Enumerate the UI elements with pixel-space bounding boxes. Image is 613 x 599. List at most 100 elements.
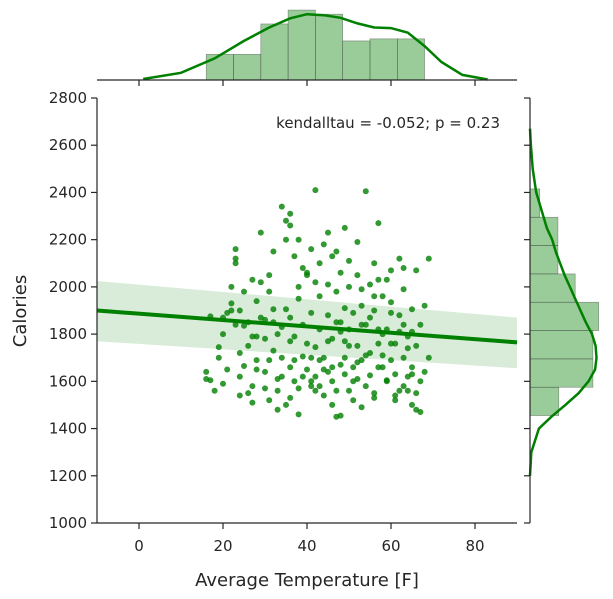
- scatter-point: [220, 380, 226, 387]
- kendalltau-annotation: kendalltau = -0.052; p = 0.23: [276, 114, 500, 132]
- scatter-point: [325, 281, 331, 288]
- x-axis-ticks: 0 20 40 60 80: [134, 523, 485, 555]
- scatter-point: [253, 333, 260, 340]
- x-marginal-kde: [142, 12, 488, 81]
- scatter-point: [295, 283, 302, 290]
- scatter-point: [346, 387, 352, 394]
- scatter-point: [388, 357, 394, 364]
- scatter-point: [341, 224, 348, 231]
- y-marginal-kde: [528, 128, 598, 476]
- scatter-point: [236, 392, 243, 399]
- scatter-point: [312, 373, 319, 380]
- x-marginal-bar: [260, 23, 289, 81]
- scatter-point: [291, 378, 298, 385]
- scatter-point: [262, 385, 268, 392]
- y-marginal-bar: [529, 386, 560, 416]
- x-tick-label: 40: [297, 537, 316, 555]
- scatter-point: [333, 248, 340, 255]
- scatter-point: [362, 188, 369, 195]
- scatter-point: [383, 276, 390, 283]
- scatter-point: [211, 387, 218, 394]
- scatter-point: [278, 354, 285, 361]
- scatter-point: [362, 383, 369, 390]
- scatter-point: [358, 404, 365, 411]
- y-tick-label: 1600: [49, 372, 87, 390]
- scatter-point: [421, 368, 428, 375]
- scatter-point: [245, 342, 252, 349]
- scatter-point: [400, 354, 407, 361]
- scatter-point: [392, 397, 399, 404]
- x-tick-label: 60: [381, 537, 400, 555]
- scatter-point: [257, 229, 264, 236]
- y-marginal-bar: [529, 245, 559, 275]
- scatter-point: [283, 236, 289, 243]
- scatter-point: [270, 306, 277, 313]
- scatter-point: [266, 288, 273, 295]
- scatter-point: [291, 253, 298, 260]
- scatter-point: [329, 401, 336, 408]
- scatter-point: [350, 364, 357, 371]
- scatter-point: [425, 354, 432, 361]
- x-tick-label: 0: [134, 537, 144, 555]
- scatter-point: [291, 333, 298, 340]
- scatter-point: [316, 357, 323, 364]
- scatter-point: [325, 312, 331, 319]
- scatter-point: [404, 345, 411, 352]
- scatter-point: [371, 307, 378, 314]
- y-tick-label: 1200: [49, 467, 87, 485]
- x-tick-label: 20: [213, 537, 232, 555]
- scatter-point: [308, 309, 315, 316]
- y-tick-label: 1800: [49, 325, 87, 343]
- scatter-point: [358, 286, 365, 293]
- scatter-point: [371, 293, 378, 300]
- scatter-point: [270, 248, 277, 255]
- scatter-point: [236, 307, 243, 314]
- scatter-point: [203, 368, 210, 375]
- y-tick-label: 2600: [49, 136, 87, 154]
- scatter-point: [409, 306, 415, 313]
- scatter-point: [278, 203, 285, 210]
- scatter-point: [375, 364, 382, 371]
- scatter-point: [257, 279, 264, 286]
- scatter-point: [266, 272, 273, 279]
- scatter-point: [337, 269, 344, 276]
- scatter-point: [266, 397, 273, 404]
- scatter-point: [392, 340, 399, 347]
- scatter-point: [367, 314, 373, 321]
- scatter-point: [287, 314, 294, 321]
- scatter-point: [388, 267, 394, 274]
- y-tick-label: 2000: [49, 278, 87, 296]
- scatter-point: [400, 383, 407, 390]
- scatter-point: [375, 340, 382, 347]
- scatter-point: [295, 385, 302, 392]
- scatter-point: [203, 376, 210, 382]
- scatter-point: [379, 364, 386, 371]
- scatter-point: [291, 357, 298, 364]
- scatter-point: [316, 293, 323, 300]
- scatter-point: [409, 364, 415, 371]
- scatter-point: [337, 412, 344, 419]
- scatter-point: [274, 331, 281, 338]
- y-tick-label: 2200: [49, 231, 87, 249]
- scatter-point: [417, 321, 424, 328]
- y-tick-label: 2800: [49, 89, 87, 107]
- scatter-point: [262, 335, 268, 342]
- scatter-point: [304, 272, 310, 279]
- scatter-point: [346, 283, 352, 290]
- scatter-point: [228, 307, 235, 314]
- scatter-point: [320, 366, 327, 373]
- scatter-point: [333, 288, 340, 295]
- scatter-point: [413, 390, 420, 397]
- x-marginal-bar: [315, 13, 343, 81]
- scatter-point: [287, 394, 294, 401]
- scatter-point: [320, 392, 327, 399]
- scatter-point: [232, 255, 239, 262]
- scatter-point: [354, 359, 361, 366]
- scatter-point: [320, 241, 327, 248]
- scatter-point: [388, 340, 394, 347]
- scatter-point: [346, 257, 352, 264]
- scatter-point: [329, 378, 336, 385]
- scatter-point: [215, 344, 222, 351]
- scatter-point: [283, 306, 289, 313]
- right-marginal-ticks: [524, 97, 530, 524]
